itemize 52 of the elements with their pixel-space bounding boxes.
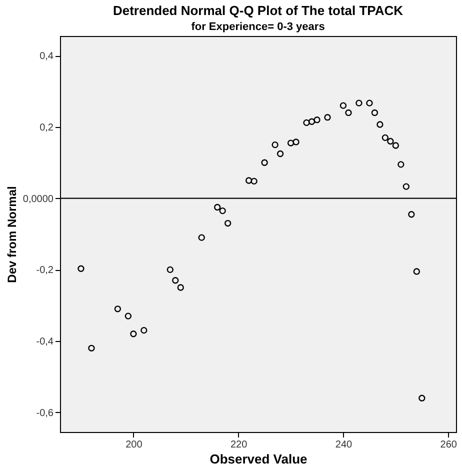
point <box>413 268 420 275</box>
point <box>287 140 294 146</box>
point <box>124 312 132 320</box>
chart-subtitle: for Experience= 0-3 years <box>191 21 325 33</box>
point <box>224 220 232 227</box>
y-tick-label: -0,4 <box>36 336 54 348</box>
point <box>272 141 278 148</box>
x-tick-label: 220 <box>230 440 248 450</box>
point <box>292 138 300 146</box>
point <box>214 204 221 211</box>
y-tick-label: 0,0000 <box>22 194 54 205</box>
point <box>382 134 389 142</box>
point <box>387 138 394 145</box>
y-axis-title: Dev from Normal <box>4 186 19 283</box>
point <box>172 277 179 284</box>
y-tick-label: -0,2 <box>36 265 54 276</box>
point <box>345 109 352 116</box>
point <box>245 177 252 184</box>
point <box>371 109 378 116</box>
point <box>314 116 320 124</box>
chart-title: Detrended Normal Q-Q Plot of The total TPACK <box>112 3 404 18</box>
point <box>366 100 373 106</box>
point <box>324 114 331 121</box>
point <box>198 234 205 241</box>
point <box>340 102 347 109</box>
y-tick-label: 0,2 <box>40 122 54 134</box>
x-tick-label: 260 <box>440 440 458 450</box>
point <box>408 211 415 218</box>
point <box>166 266 174 274</box>
y-tick-label: -0,6 <box>36 408 54 419</box>
point <box>250 178 258 185</box>
point <box>356 100 362 106</box>
point <box>308 118 316 125</box>
point <box>177 284 184 291</box>
point <box>130 330 137 338</box>
point <box>88 344 95 352</box>
point <box>219 207 226 214</box>
point <box>261 159 268 166</box>
y-tick-label: 0,4 <box>40 51 54 62</box>
point <box>418 394 426 402</box>
point <box>140 326 148 334</box>
point <box>402 183 410 190</box>
point <box>78 265 84 272</box>
point <box>398 161 404 168</box>
point <box>276 150 284 158</box>
x-tick-label: 200 <box>126 440 143 450</box>
point <box>392 142 400 149</box>
x-tick-label: 240 <box>335 440 353 450</box>
x-axis-title: Observed Value <box>210 452 308 466</box>
point <box>376 121 384 128</box>
point <box>303 119 310 126</box>
point <box>114 306 122 312</box>
